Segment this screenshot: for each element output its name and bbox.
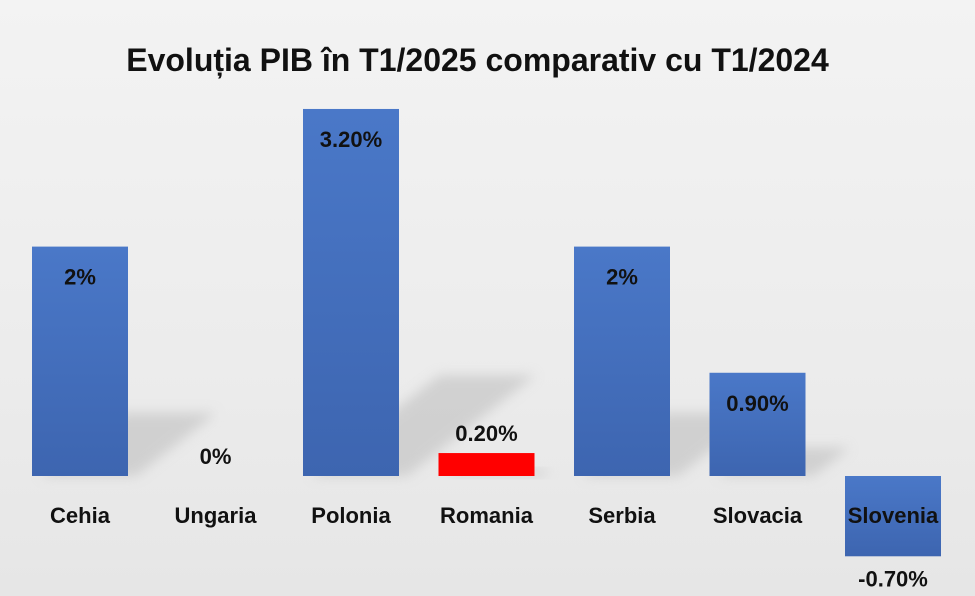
category-label-slovenia: Slovenia — [848, 503, 939, 528]
data-labels: 2% 0% 3.20% 0.20% 2% 0.90% -0.70% — [64, 127, 928, 591]
category-labels: Cehia Ungaria Polonia Romania Serbia Slovacia… — [50, 503, 939, 528]
data-label-ungaria: 0% — [200, 444, 232, 469]
bar-polonia — [303, 108, 399, 477]
data-label-serbia: 2% — [606, 265, 638, 290]
bar-slovenia — [845, 476, 941, 557]
data-label-slovacia: 0.90% — [726, 391, 788, 416]
data-label-cehia: 2% — [64, 265, 96, 290]
bar-romania — [438, 453, 535, 476]
data-label-slovenia: -0.70% — [858, 566, 928, 591]
category-label-cehia: Cehia — [50, 503, 111, 528]
chart-title: Evoluția PIB în T1/2025 comparativ cu T1… — [126, 42, 829, 78]
category-label-serbia: Serbia — [588, 503, 656, 528]
data-label-polonia: 3.20% — [320, 127, 382, 152]
category-label-romania: Romania — [440, 503, 534, 528]
bar-slovacia — [709, 372, 806, 476]
bar-cehia — [32, 246, 128, 476]
data-label-romania: 0.20% — [455, 421, 517, 446]
bar-serbia — [574, 246, 670, 476]
category-label-polonia: Polonia — [311, 503, 391, 528]
category-label-slovacia: Slovacia — [713, 503, 803, 528]
category-label-ungaria: Ungaria — [175, 503, 258, 528]
bars — [32, 108, 941, 557]
